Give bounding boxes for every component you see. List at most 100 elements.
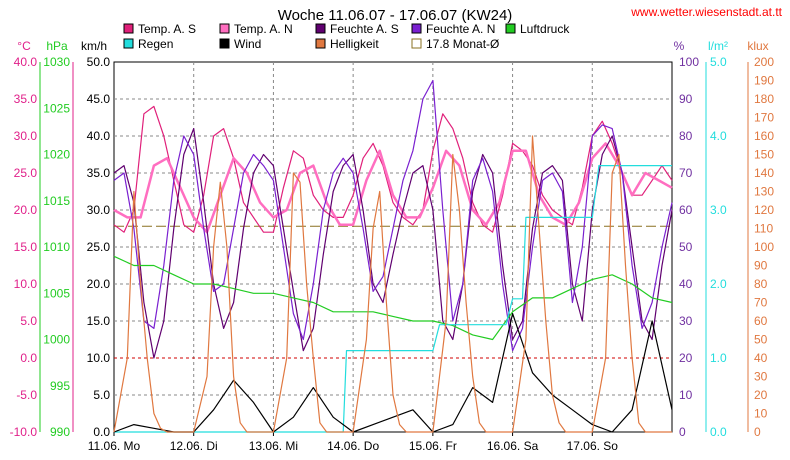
- y-tick-label-humidity: 90: [679, 92, 693, 106]
- y-tick-label-light: 0: [754, 425, 761, 439]
- y-tick-label-light: 120: [754, 203, 774, 217]
- y-tick-label-humidity: 0: [679, 425, 686, 439]
- y-tick-label-light: 110: [754, 222, 773, 236]
- y-tick-label-light: 170: [754, 111, 774, 125]
- y-tick-label-pressure: 1010: [43, 240, 70, 254]
- y-tick-label-wind: 20.0: [87, 277, 111, 291]
- y-tick-label-light: 100: [754, 240, 774, 254]
- y-tick-label-temp: 30.0: [14, 129, 38, 143]
- y-tick-label-humidity: 70: [679, 166, 693, 180]
- source-url: www.wetter.wiesenstadt.at.tt: [630, 5, 782, 19]
- legend-label: Wind: [234, 37, 261, 51]
- y-tick-label-light: 90: [754, 259, 768, 273]
- series-line-wind: [113, 313, 673, 433]
- series-line-feuchte-a-n: [113, 79, 673, 352]
- chart-title: Woche 11.06.07 - 17.06.07 (KW24): [278, 7, 513, 24]
- y-tick-label-wind: 40.0: [87, 129, 111, 143]
- legend-label: Helligkeit: [330, 37, 379, 51]
- legend-swatch: [411, 38, 422, 49]
- y-tick-label-rain: 2.0: [710, 277, 727, 291]
- y-tick-label-light: 150: [754, 148, 774, 162]
- legend-swatch: [315, 23, 326, 34]
- axis-unit-pressure: hPa: [46, 39, 68, 53]
- series-layer: [113, 79, 673, 433]
- y-tick-label-light: 130: [754, 185, 774, 199]
- y-tick-label-light: 50: [754, 333, 768, 347]
- y-tick-label-humidity: 30: [679, 314, 693, 328]
- legend-swatch: [123, 23, 134, 34]
- y-tick-label-temp: 40.0: [14, 55, 38, 69]
- y-tick-label-wind: 25.0: [87, 240, 111, 254]
- x-tick-label: 11.06. Mo: [88, 439, 141, 453]
- legend-label: Regen: [138, 37, 173, 51]
- y-tick-label-rain: 4.0: [710, 129, 727, 143]
- y-tick-label-pressure: 1020: [43, 148, 70, 162]
- legend-swatch: [219, 38, 230, 49]
- legend: Temp. A. S Temp. A. N Feuchte A. S Feuchte …: [123, 22, 570, 51]
- y-tick-label-rain: 3.0: [710, 203, 727, 217]
- y-tick-label-light: 10: [754, 407, 768, 421]
- series-line-regen: [114, 165, 672, 433]
- y-tick-label-light: 60: [754, 314, 768, 328]
- legend-label: Feuchte A. S: [330, 22, 399, 36]
- axis-unit-humidity: %: [674, 39, 685, 53]
- y-tick-label-light: 30: [754, 370, 768, 384]
- y-tick-label-pressure: 995: [50, 379, 70, 393]
- legend-label: Feuchte A. N: [426, 22, 495, 36]
- y-tick-label-light: 80: [754, 277, 768, 291]
- axis-unit-rain: l/m²: [708, 39, 728, 53]
- y-tick-label-rain: 5.0: [710, 55, 727, 69]
- legend-label: Temp. A. N: [234, 22, 293, 36]
- y-tick-label-pressure: 1015: [43, 194, 70, 208]
- y-tick-label-light: 70: [754, 296, 768, 310]
- y-tick-label-wind: 0.0: [93, 425, 110, 439]
- y-tick-label-temp: -5.0: [16, 388, 37, 402]
- y-tick-label-humidity: 100: [679, 55, 699, 69]
- y-tick-label-pressure: 1030: [43, 55, 70, 69]
- x-tick-label: 15.06. Fr: [409, 439, 457, 453]
- y-tick-label-light: 40: [754, 351, 768, 365]
- y-tick-label-temp: 35.0: [14, 92, 38, 106]
- y-tick-label-humidity: 20: [679, 351, 693, 365]
- y-tick-label-pressure: 1025: [43, 101, 70, 115]
- legend-swatch: [411, 23, 422, 34]
- legend-label: Temp. A. S: [138, 22, 196, 36]
- legend-label: 17.8 Monat-Ø: [426, 37, 499, 51]
- y-tick-label-wind: 45.0: [87, 92, 111, 106]
- y-tick-label-light: 20: [754, 388, 768, 402]
- axis-unit-temp: °C: [17, 39, 31, 53]
- grid: [113, 61, 673, 433]
- y-tick-label-humidity: 80: [679, 129, 693, 143]
- y-tick-label-humidity: 40: [679, 277, 693, 291]
- y-tick-label-wind: 50.0: [87, 55, 111, 69]
- y-tick-label-humidity: 60: [679, 203, 693, 217]
- y-tick-label-light: 180: [754, 92, 774, 106]
- x-tick-label: 16.06. Sa: [487, 439, 539, 453]
- y-tick-label-pressure: 1005: [43, 286, 70, 300]
- y-tick-label-wind: 10.0: [87, 351, 111, 365]
- y-tick-label-humidity: 50: [679, 240, 693, 254]
- y-tick-label-wind: 30.0: [87, 203, 111, 217]
- y-tick-label-temp: 0.0: [20, 351, 37, 365]
- legend-label: Luftdruck: [520, 22, 570, 36]
- legend-swatch: [219, 23, 230, 34]
- x-tick-label: 13.06. Mi: [249, 439, 298, 453]
- x-tick-label: 14.06. Do: [327, 439, 379, 453]
- series-line-luftdruck: [113, 255, 673, 341]
- y-tick-label-light: 140: [754, 166, 774, 180]
- axis-unit-wind: km/h: [81, 39, 107, 53]
- y-tick-label-temp: 25.0: [14, 166, 38, 180]
- y-tick-label-light: 190: [754, 74, 774, 88]
- y-tick-label-light: 200: [754, 55, 774, 69]
- x-tick-label: 12.06. Di: [170, 439, 218, 453]
- y-tick-label-pressure: 990: [50, 425, 70, 439]
- series-line-feuchte-a-s: [113, 128, 673, 359]
- y-tick-label-humidity: 10: [679, 388, 693, 402]
- y-tick-label-temp: -10.0: [10, 425, 38, 439]
- y-tick-label-wind: 5.0: [93, 388, 110, 402]
- legend-swatch: [123, 38, 134, 49]
- y-tick-label-temp: 10.0: [14, 277, 38, 291]
- y-tick-label-rain: 1.0: [710, 351, 727, 365]
